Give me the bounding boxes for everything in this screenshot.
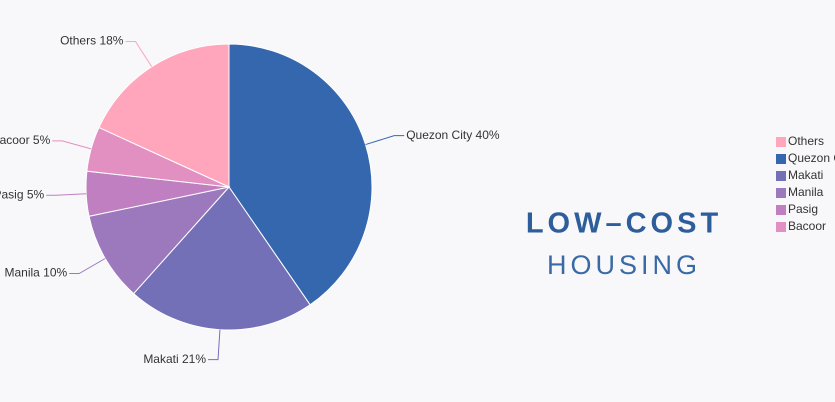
legend-swatch xyxy=(776,171,786,181)
chart-title: LOW–COST xyxy=(526,208,722,240)
chart-subtitle: HOUSING xyxy=(547,250,701,280)
legend-swatch xyxy=(776,188,786,198)
leader-line xyxy=(69,258,106,274)
data-label: Quezon City 40% xyxy=(406,128,500,142)
legend-label: Pasig xyxy=(788,202,818,216)
legend-swatch xyxy=(776,137,786,147)
leader-line xyxy=(125,40,153,67)
legend-swatch xyxy=(776,205,786,215)
legend-swatch xyxy=(776,154,786,164)
pie-slice xyxy=(86,126,230,188)
leader-line xyxy=(46,193,87,196)
legend-label: Makati xyxy=(788,168,823,182)
legend-label: Others xyxy=(788,134,824,148)
leader-line xyxy=(208,329,221,361)
data-label: Bacoor 5% xyxy=(0,133,51,147)
data-label: Makati 21% xyxy=(143,352,206,366)
pie-slice xyxy=(98,43,230,188)
data-label: Others 18% xyxy=(60,34,124,48)
legend-swatch xyxy=(776,222,786,232)
leader-line xyxy=(365,135,405,146)
data-label: Manila 10% xyxy=(4,266,67,280)
legend-label: Bacoor xyxy=(788,219,826,233)
leader-line xyxy=(52,140,92,150)
legend-label: Quezon City xyxy=(788,151,835,165)
pie-slice xyxy=(228,43,373,306)
data-label: Pasig 5% xyxy=(0,187,45,201)
legend-label: Manila xyxy=(788,185,824,199)
